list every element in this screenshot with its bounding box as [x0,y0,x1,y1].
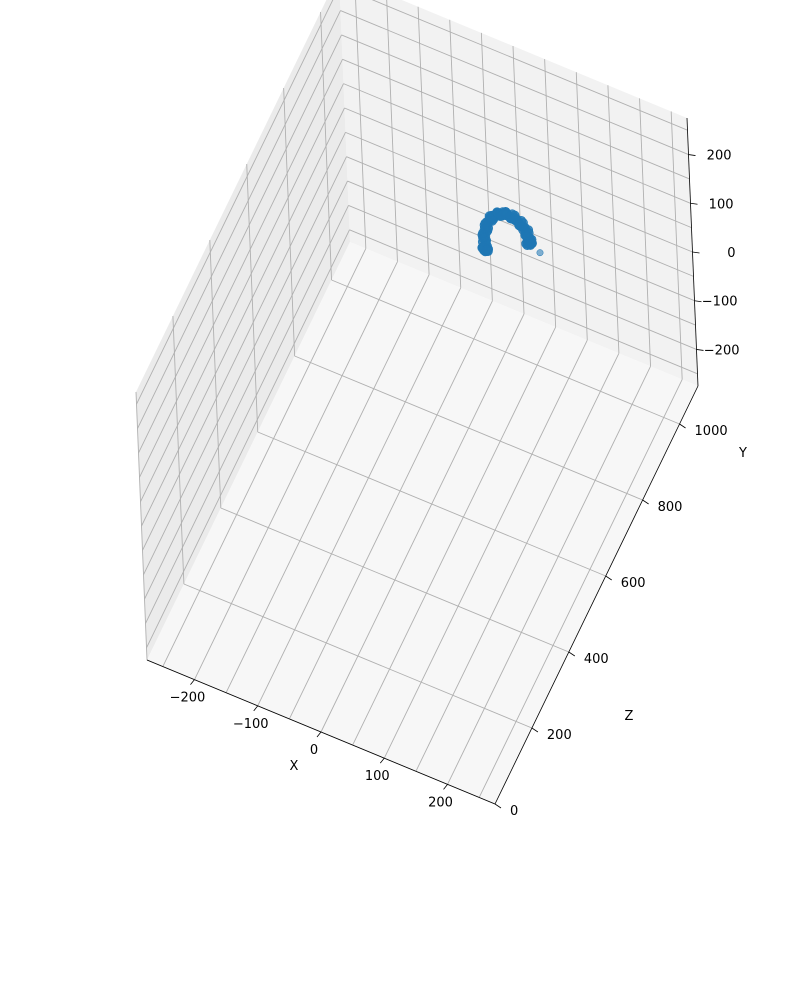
grid-line-x [383,339,588,759]
y-tick [690,202,698,205]
z-tick [494,803,502,809]
y-tick [692,251,700,254]
grid-line-y [342,58,691,204]
axes-panes [136,0,698,804]
grid-line-y [141,107,345,527]
x-tick [443,784,448,790]
grid-line-y [348,205,697,350]
grid-line-x [194,261,398,680]
grid-line-y [143,156,347,575]
z-tick-label: 400 [584,652,609,667]
grid-line-y [140,83,344,502]
grid-line-y [343,83,692,229]
grid-line-z [294,355,643,501]
grid-line-y [341,34,690,180]
x-tick [253,705,259,712]
grid-line-y [340,10,689,155]
x-tick-label: −100 [233,717,269,732]
grid-line-z [183,583,533,729]
grid-line-x [415,353,620,772]
grid-line-y [144,180,348,600]
grid-line-x [478,379,683,798]
grid-line-x [352,326,557,746]
scatter-point [524,239,535,250]
grid-line-y [145,205,349,624]
z-axis-label: Z [625,709,634,724]
x-tick [190,679,195,685]
y-tick [696,349,704,351]
grid-line-y [142,132,346,551]
grid-line-y [136,0,334,405]
grid-line-y [347,180,696,326]
grid-line-x [257,287,462,707]
grid-line-z [220,507,569,653]
grid-line-y [146,229,350,649]
z-tick [679,423,686,429]
scatter-point [482,245,493,255]
y-tick [688,154,696,156]
x-tick-label: 100 [365,769,390,784]
grid-line-y [371,0,688,131]
grid-lines [135,0,698,805]
grid-line-x [162,248,367,667]
side-pane [136,0,350,660]
z-tick-label: 0 [510,804,518,819]
z-tick-label: 1000 [695,424,728,439]
x-tick-label: 200 [428,795,453,810]
z-axis-line [494,385,699,805]
grid-line-y [345,131,694,277]
y-tick [694,300,702,303]
y-tick-label: 100 [709,197,734,212]
tick-labels: −200−100010020002004006008001000−200−100… [170,149,740,819]
x-tick [316,731,322,738]
x-tick-label: 0 [310,743,318,758]
z-tick [568,651,576,657]
z-tick [642,499,649,505]
scatter-point [536,249,544,257]
y-tick-label: 0 [727,246,735,261]
grid-line-y [139,59,343,478]
grid-line-y [138,34,342,454]
y-tick-label: −200 [704,343,740,358]
grid-line-y [137,10,341,429]
x-tick-label: −200 [170,691,206,706]
z-tick [605,575,612,581]
z-tick-label: 200 [547,728,572,743]
x-tick [379,757,385,764]
grid-line-x [447,366,651,785]
grid-line-x [320,313,525,733]
scatter-points [477,207,544,257]
grid-line-x [288,300,493,720]
y-tick-label: 200 [707,149,732,164]
y-tick-label: −100 [702,295,738,310]
grid-line-y [344,107,693,253]
grid-line-z [257,431,606,577]
grid-line-x [225,274,430,693]
tick-marks [190,154,704,809]
z-tick-label: 800 [658,500,683,515]
grid-line-y [349,229,698,375]
grid-line-z [331,279,680,425]
y-axis-label: Y [738,446,747,461]
z-tick [531,727,539,733]
z-tick-label: 600 [621,576,646,591]
x-axis-label: X [290,759,299,774]
